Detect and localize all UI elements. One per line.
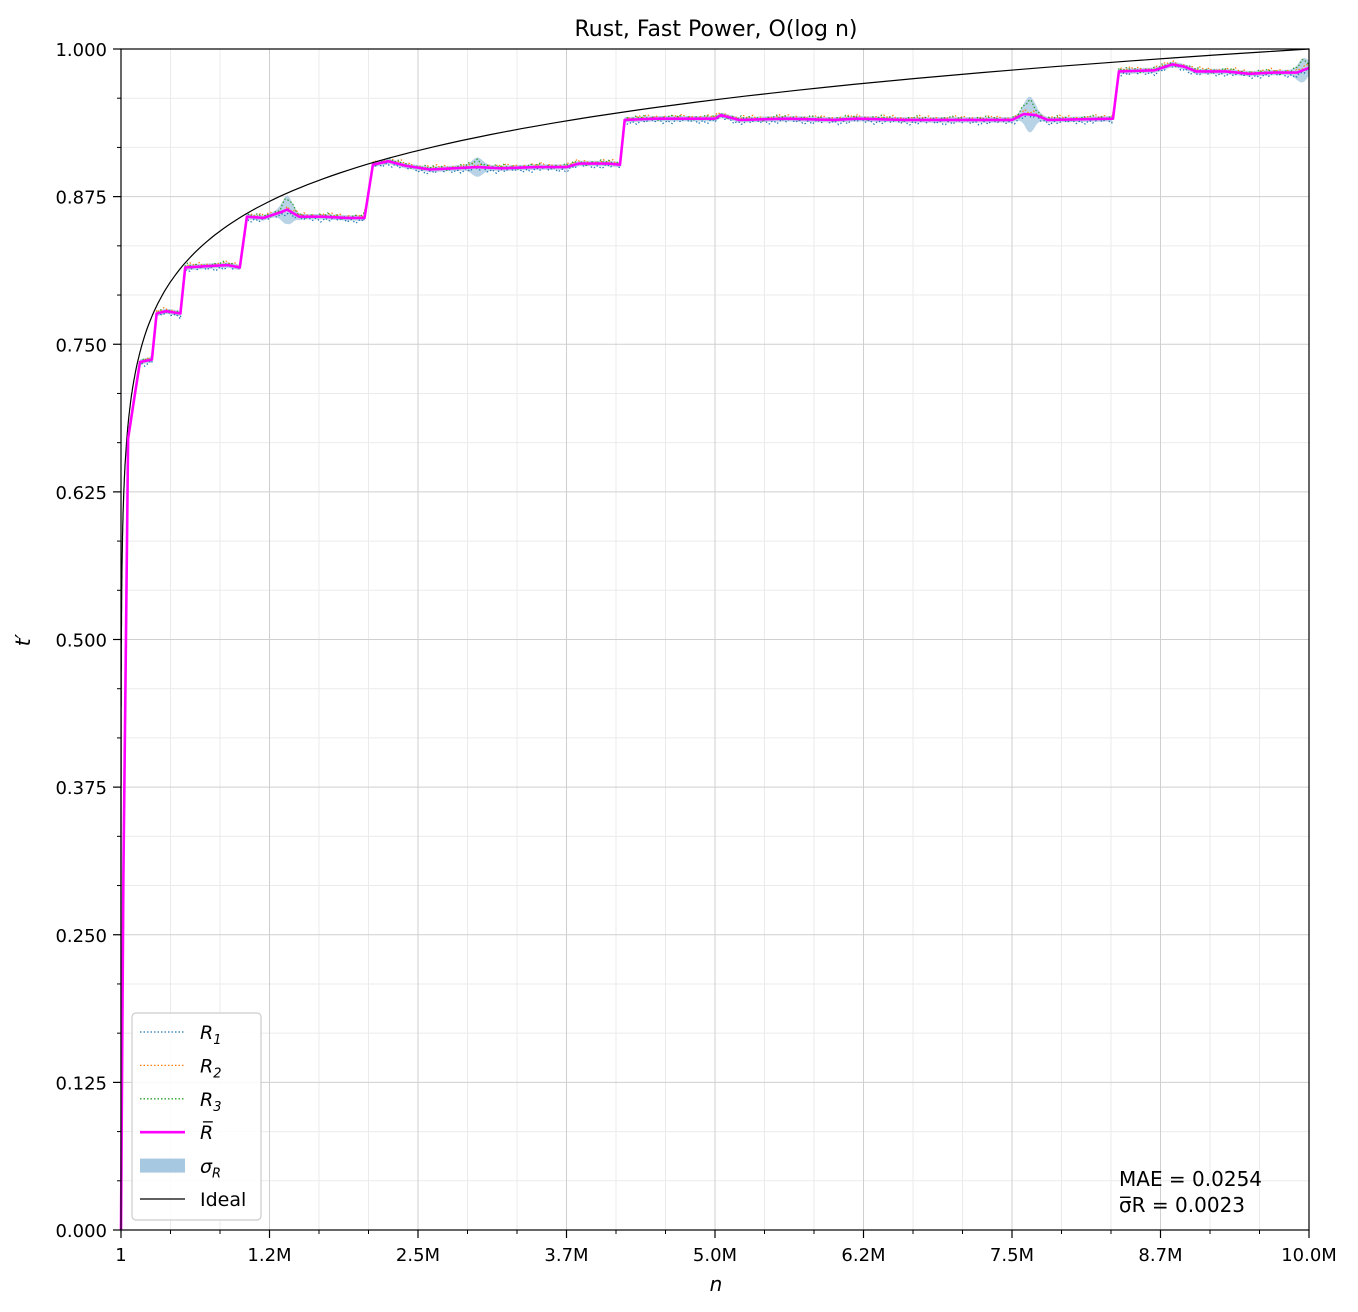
x-tick-label: 3.7M [544, 1245, 588, 1266]
sigma-band [140, 57, 1309, 365]
legend-label: Ideal [200, 1189, 246, 1211]
run-line-r3 [120, 58, 1310, 1230]
major-grid [120, 48, 1310, 1231]
legend-entry: Ideal [140, 1189, 246, 1211]
y-tick-label: 0.875 [55, 188, 107, 209]
legend-entry: R̅ [140, 1120, 214, 1144]
x-tick-label: 1 [115, 1245, 126, 1266]
y-axis-label: t′ [11, 633, 35, 646]
sigma-band-area [140, 57, 1309, 365]
y-tick-label: 0.625 [55, 483, 107, 504]
legend-swatch-band [140, 1158, 185, 1173]
y-tick-label: 1.000 [55, 40, 107, 61]
y-axis-ticks: 0.000 0.125 0.250 0.375 0.500 0.625 0.750 0.875… [55, 40, 121, 1242]
y-tick-label: 0.375 [55, 778, 107, 799]
x-tick-label: 2.5M [396, 1245, 440, 1266]
x-tick-label: 7.5M [990, 1245, 1034, 1266]
y-tick-label: 0.750 [55, 335, 107, 356]
x-tick-label: 10.0M [1281, 1245, 1337, 1266]
x-tick-label: 8.7M [1138, 1245, 1182, 1266]
legend-label: R̅ [200, 1120, 214, 1144]
run-series [120, 58, 1310, 1233]
mae-annotation: MAE = 0.0254 [1119, 1167, 1262, 1191]
y-tick-label: 0.500 [55, 631, 107, 652]
x-axis-ticks: 1 1.2M 2.5M 3.7M 5.0M 6.2M 7.5M 8.7M 10.0M [115, 1230, 1337, 1266]
y-tick-label: 0.000 [55, 1221, 107, 1242]
x-tick-label: 6.2M [841, 1245, 885, 1266]
y-tick-label: 0.125 [55, 1073, 107, 1094]
x-axis-label: n [710, 1272, 723, 1296]
mean-line [119, 63, 1310, 1231]
x-tick-label: 5.0M [693, 1245, 737, 1266]
sigma-annotation: σ̅R = 0.0023 [1119, 1193, 1245, 1217]
x-tick-label: 1.2M [247, 1245, 291, 1266]
y-tick-label: 0.250 [55, 926, 107, 947]
mean-series [119, 63, 1310, 1231]
chart-title: Rust, Fast Power, O(log n) [575, 17, 858, 42]
